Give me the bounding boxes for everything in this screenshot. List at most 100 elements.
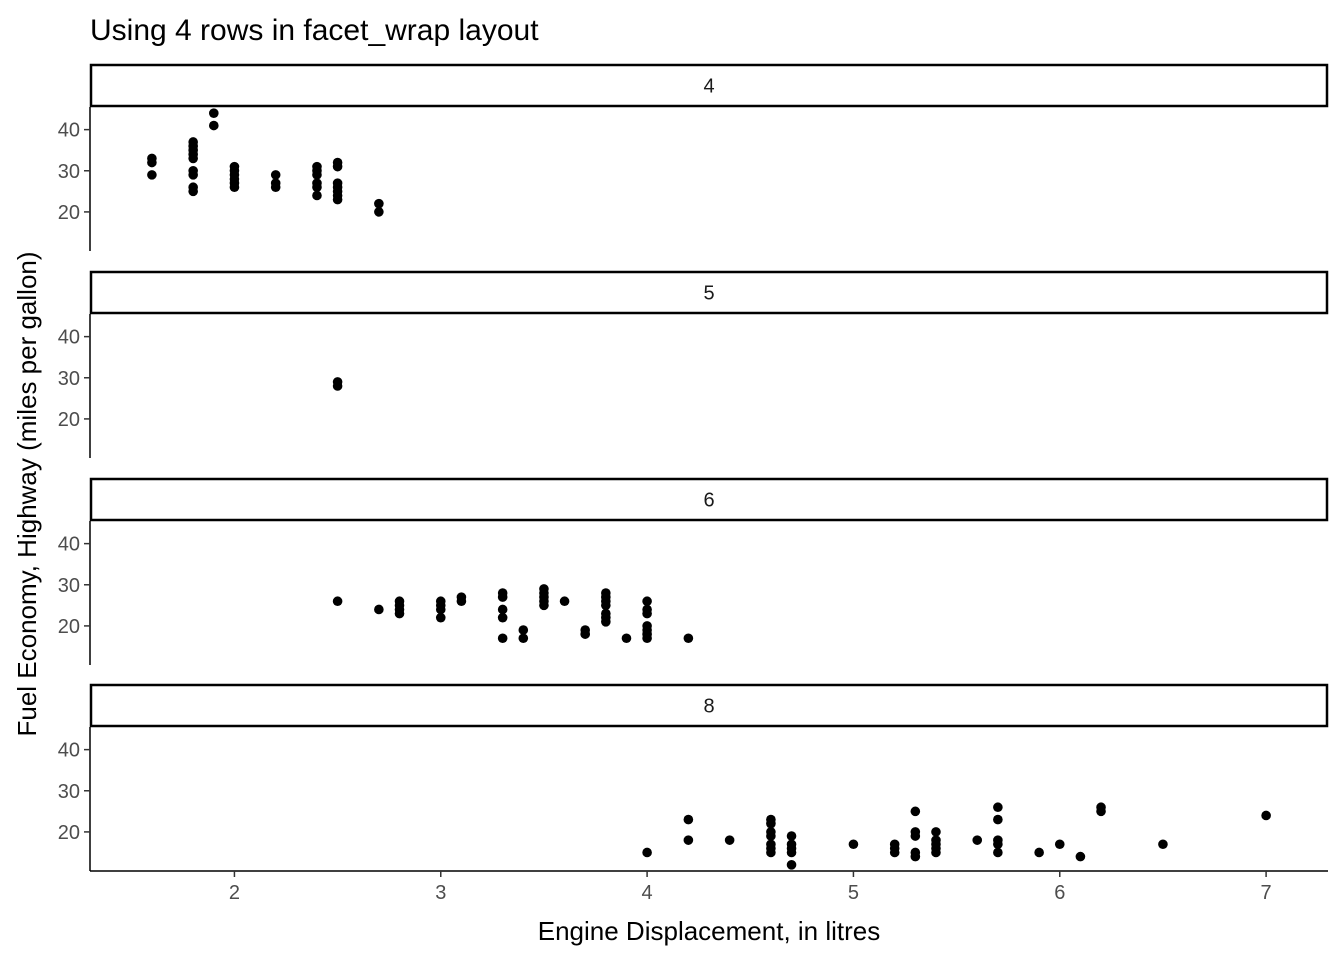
facet-strip-label: 4 bbox=[703, 76, 714, 98]
data-point bbox=[209, 120, 219, 131]
x-tick-label: 5 bbox=[848, 882, 859, 904]
data-point bbox=[972, 835, 983, 845]
data-point bbox=[332, 194, 343, 205]
data-point bbox=[1261, 810, 1271, 821]
data-point bbox=[786, 831, 797, 841]
x-tick-label: 6 bbox=[1054, 882, 1065, 904]
data-point bbox=[1034, 847, 1044, 858]
data-point bbox=[601, 600, 611, 611]
data-point bbox=[580, 629, 590, 639]
data-point bbox=[312, 190, 322, 201]
data-point bbox=[724, 835, 735, 845]
data-point bbox=[147, 170, 157, 180]
data-point bbox=[497, 633, 508, 644]
data-point bbox=[147, 157, 157, 168]
data-point bbox=[683, 835, 694, 845]
data-point bbox=[270, 170, 281, 180]
facet-panel-8: 8 20 30 40 bbox=[58, 683, 1329, 871]
data-point bbox=[229, 182, 240, 193]
facet-strip-label: 6 bbox=[703, 490, 714, 512]
y-tick-label: 30 bbox=[58, 781, 80, 803]
y-tick-label: 40 bbox=[58, 120, 80, 142]
y-tick-label: 20 bbox=[58, 822, 80, 844]
data-point bbox=[786, 860, 797, 870]
data-point bbox=[518, 625, 529, 635]
facet-strip-label: 5 bbox=[703, 283, 714, 305]
data-point bbox=[1158, 839, 1168, 850]
data-point bbox=[435, 612, 446, 623]
data-point bbox=[766, 831, 776, 841]
data-point bbox=[642, 847, 652, 858]
data-point bbox=[456, 596, 467, 607]
data-point bbox=[910, 851, 921, 862]
y-axis-title: Fuel Economy, Highway (miles per gallon) bbox=[12, 251, 42, 736]
data-point bbox=[642, 596, 652, 607]
data-point bbox=[683, 814, 694, 825]
facet-panels: 4 20 30 40 5 20 30 40 6 20 30 40 8 20 30 40 bbox=[58, 63, 1329, 871]
data-point bbox=[497, 604, 508, 615]
x-tick-label: 7 bbox=[1261, 882, 1272, 904]
data-point bbox=[766, 818, 776, 829]
chart-title: Using 4 rows in facet_wrap layout bbox=[90, 14, 539, 47]
data-point bbox=[621, 633, 632, 644]
data-point bbox=[312, 182, 322, 193]
facet-panel-6: 6 20 30 40 bbox=[58, 477, 1329, 665]
data-point bbox=[993, 814, 1003, 825]
data-point bbox=[497, 612, 508, 623]
data-point bbox=[931, 847, 941, 858]
data-point bbox=[332, 596, 343, 607]
data-point bbox=[497, 592, 508, 602]
y-tick-label: 30 bbox=[58, 575, 80, 597]
data-point bbox=[435, 604, 446, 615]
data-point bbox=[559, 596, 570, 607]
facet-strip bbox=[89, 477, 1329, 522]
data-point bbox=[993, 839, 1003, 850]
data-point bbox=[1096, 806, 1106, 817]
facet-panel-5: 5 20 30 40 bbox=[58, 270, 1329, 458]
y-tick-label: 40 bbox=[58, 327, 80, 349]
data-point bbox=[1075, 851, 1086, 862]
x-tick-label: 4 bbox=[642, 882, 653, 904]
data-point bbox=[188, 153, 198, 164]
data-point bbox=[332, 381, 343, 391]
x-axis: 2 3 4 5 6 7 bbox=[90, 870, 1328, 904]
y-tick-label: 40 bbox=[58, 740, 80, 762]
data-point bbox=[188, 170, 198, 180]
data-point bbox=[374, 198, 384, 209]
x-tick-label: 3 bbox=[435, 882, 446, 904]
y-tick-label: 30 bbox=[58, 161, 80, 183]
data-point bbox=[374, 604, 384, 615]
data-point bbox=[539, 600, 549, 611]
x-tick-label: 2 bbox=[229, 882, 240, 904]
data-point bbox=[848, 839, 859, 850]
data-point bbox=[332, 161, 343, 172]
data-point bbox=[766, 847, 776, 858]
data-point bbox=[188, 186, 198, 197]
facet-strip bbox=[89, 63, 1329, 108]
data-point bbox=[993, 802, 1003, 813]
y-tick-label: 20 bbox=[58, 409, 80, 431]
facet-strip bbox=[89, 683, 1329, 728]
data-point bbox=[786, 847, 797, 858]
facet-panel-4: 4 20 30 40 bbox=[58, 63, 1329, 251]
data-point bbox=[910, 831, 921, 841]
data-point bbox=[683, 633, 694, 644]
y-tick-label: 20 bbox=[58, 202, 80, 224]
facet-strip-label: 8 bbox=[703, 696, 714, 718]
data-point bbox=[1054, 839, 1065, 850]
data-point bbox=[910, 806, 921, 817]
data-point bbox=[642, 633, 652, 644]
data-point bbox=[931, 827, 941, 837]
data-point bbox=[209, 108, 219, 118]
facet-strip bbox=[89, 270, 1329, 315]
data-point bbox=[889, 847, 900, 858]
y-tick-label: 40 bbox=[58, 534, 80, 556]
y-tick-label: 30 bbox=[58, 368, 80, 390]
y-tick-label: 20 bbox=[58, 616, 80, 638]
data-point bbox=[518, 633, 529, 644]
data-point bbox=[312, 170, 322, 180]
data-point bbox=[374, 207, 384, 217]
data-point bbox=[270, 182, 281, 193]
